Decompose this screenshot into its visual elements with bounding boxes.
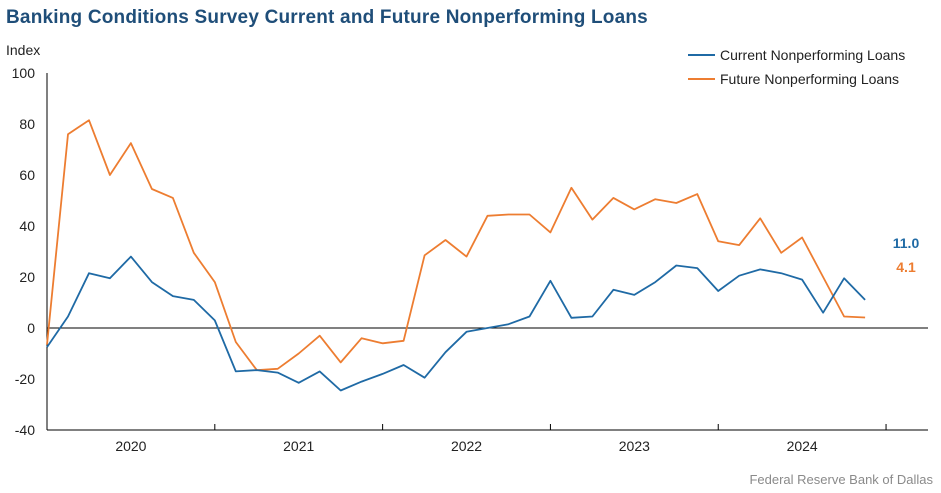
y-axis-ticks: -40 -20 0 20 40 60 80 100 <box>12 65 36 438</box>
y-tick-label: 100 <box>12 65 36 81</box>
x-tick-label: 2020 <box>115 438 146 454</box>
legend-label: Future Nonperforming Loans <box>720 71 899 87</box>
y-axis-label: Index <box>6 42 40 58</box>
end-labels: 11.0 4.1 <box>893 235 920 275</box>
x-tick-label: 2021 <box>283 438 314 454</box>
y-tick-label: 0 <box>27 320 35 336</box>
legend-label: Current Nonperforming Loans <box>720 47 905 63</box>
y-tick-label: 60 <box>19 167 35 183</box>
x-tick-label: 2024 <box>787 438 818 454</box>
source-credit: Federal Reserve Bank of Dallas <box>749 472 933 487</box>
x-tick-label: 2022 <box>451 438 482 454</box>
y-tick-label: 20 <box>19 269 35 285</box>
chart-title: Banking Conditions Survey Current and Fu… <box>6 7 648 28</box>
y-tick-label: -20 <box>15 371 35 387</box>
y-tick-label: -40 <box>15 422 35 438</box>
end-value-label: 4.1 <box>896 259 916 275</box>
end-value-label: 11.0 <box>893 235 920 251</box>
y-tick-label: 40 <box>19 218 35 234</box>
x-axis-labels: 2020 2021 2022 2023 2024 <box>115 438 818 454</box>
axes <box>46 73 928 431</box>
series-lines <box>46 119 866 392</box>
x-tick-label: 2023 <box>619 438 650 454</box>
series-line <box>46 119 866 372</box>
legend: Current Nonperforming Loans Future Nonper… <box>688 47 905 87</box>
y-tick-label: 80 <box>19 116 35 132</box>
series-line <box>46 255 866 392</box>
